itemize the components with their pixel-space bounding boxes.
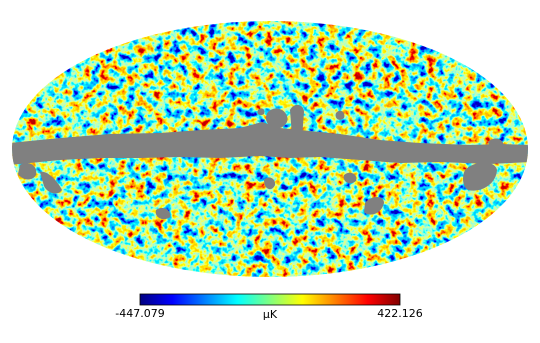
galactic-mask xyxy=(12,104,528,220)
colorbar-unit-label: μK xyxy=(263,308,278,321)
colorbar-min-label: -447.079 xyxy=(115,307,164,320)
colorbar xyxy=(139,293,401,306)
sky-map xyxy=(12,21,528,277)
colorbar-max-label: 422.126 xyxy=(377,307,423,320)
